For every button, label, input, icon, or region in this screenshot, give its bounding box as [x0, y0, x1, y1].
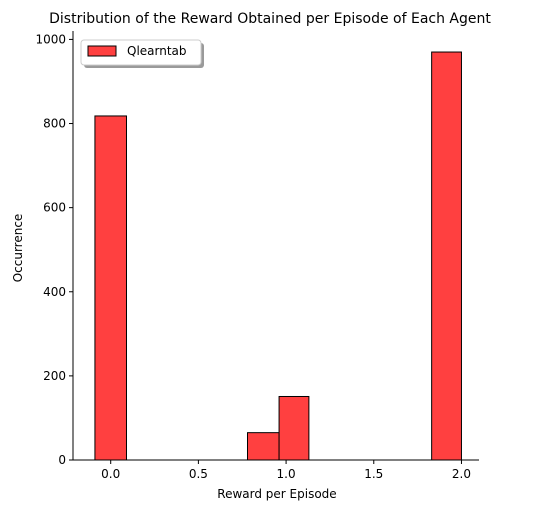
y-tick-label: 400 — [43, 285, 66, 299]
legend-label: Qlearntab — [127, 44, 187, 58]
histogram-bar-2 — [278, 395, 310, 461]
y-tick-label: 1000 — [35, 32, 66, 46]
y-axis-ticks: 0 200 400 600 800 1000 — [35, 32, 73, 467]
histogram-bar-3 — [431, 51, 462, 461]
y-tick-label: 800 — [43, 117, 66, 131]
legend: Qlearntab — [80, 39, 204, 68]
chart-title: Distribution of the Reward Obtained per … — [49, 11, 491, 27]
x-tick-label: 0.0 — [101, 467, 120, 481]
bars-group — [94, 51, 462, 461]
y-tick-label: 200 — [43, 369, 66, 383]
x-tick-label: 1.0 — [277, 467, 296, 481]
x-tick-label: 0.5 — [189, 467, 208, 481]
x-tick-label: 1.5 — [364, 467, 383, 481]
x-axis-ticks: 0.0 0.5 1.0 1.5 2.0 — [101, 460, 471, 481]
y-tick-label: 0 — [58, 453, 66, 467]
x-tick-label: 2.0 — [452, 467, 471, 481]
y-tick-label: 600 — [43, 201, 66, 215]
y-axis-label: Occurrence — [11, 214, 25, 283]
legend-swatch — [87, 45, 117, 57]
x-axis-label: Reward per Episode — [217, 487, 336, 501]
histogram-bar-1 — [247, 432, 280, 461]
histogram-bar-0 — [94, 115, 127, 461]
